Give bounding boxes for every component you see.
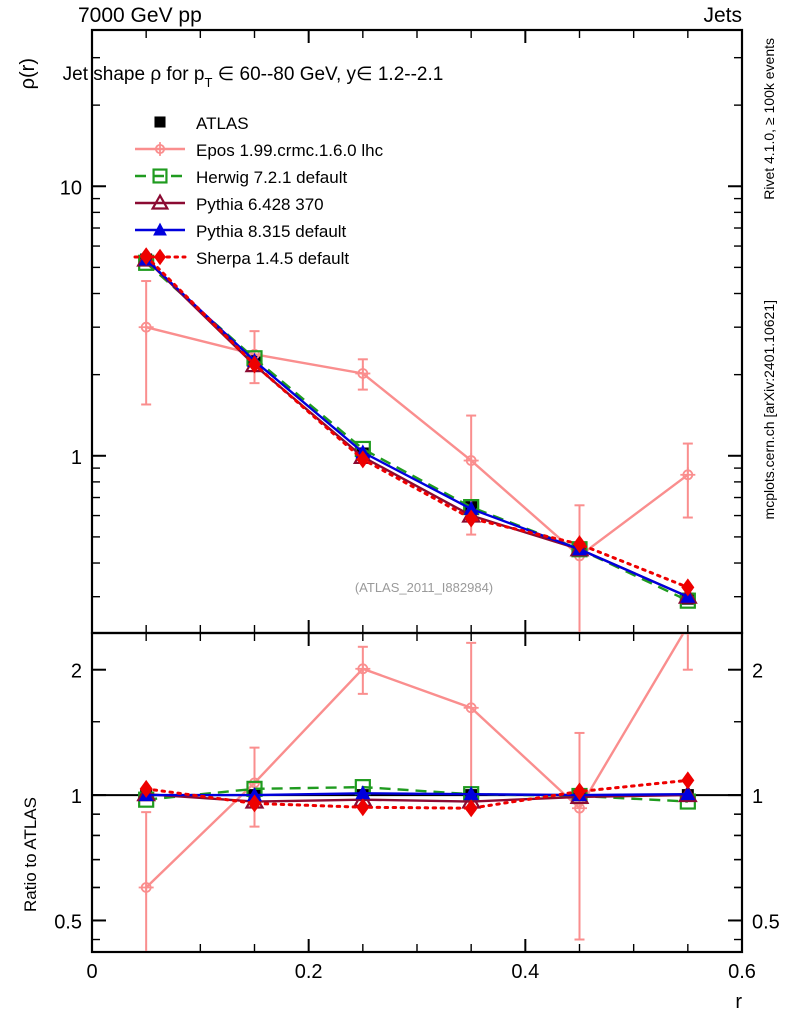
data-marker: [464, 799, 478, 818]
main-panel-data: [136, 247, 698, 632]
ratio-x-tick-label: 0.2: [295, 961, 323, 983]
plot-title-rest: ∈ 60--80 GeV, y∈ 1.2--2.1: [212, 64, 443, 85]
watermark-analysis-id: (ATLAS_2011_I882984): [355, 580, 493, 595]
ratio-y-tick-label: 1: [71, 786, 82, 808]
side-note-source: mcplots.cern.ch [arXiv:2401.10621]: [761, 300, 777, 519]
data-marker: [138, 879, 154, 895]
data-marker: [153, 142, 167, 156]
ratio-x-tick-label: 0: [86, 961, 97, 983]
ratio-x-tick-label: 0.4: [511, 961, 539, 983]
legend-label-5: Sherpa 1.4.5 default: [196, 249, 349, 268]
series-line: [146, 792, 688, 797]
legend-label-3: Pythia 6.428 370: [196, 195, 324, 214]
data-marker: [247, 787, 262, 802]
ratio-y-tick-label-right: 2: [752, 661, 763, 683]
legend-label-0: ATLAS: [196, 114, 249, 133]
data-marker: [680, 467, 696, 483]
ratio-panel-frame: [90, 631, 744, 954]
header-analysis-type: Jets: [703, 4, 742, 27]
legend-label-2: Herwig 7.2.1 default: [196, 168, 347, 187]
plot-title: Jet shape ρ for pT ∈ 60--80 GeV, y∈ 1.2-…: [63, 64, 444, 90]
series-line: [145, 326, 689, 558]
legend-label-1: Epos 1.99.crmc.1.6.0 lhc: [196, 141, 384, 160]
data-marker: [248, 794, 261, 813]
data-marker: [356, 798, 370, 817]
series-line: [144, 254, 690, 589]
main-panel-frame: [90, 28, 744, 635]
ratio-y-tick-label: 0.5: [54, 911, 82, 933]
data-marker: [138, 319, 154, 335]
data-marker: [464, 509, 478, 528]
data-marker: [355, 365, 371, 381]
ratio-y-tick-label-right: 0.5: [752, 911, 780, 933]
series-line: [145, 634, 685, 889]
data-marker: [153, 222, 167, 236]
main-y-tick-label: 1: [71, 447, 82, 469]
series-line: [145, 258, 689, 598]
series-line: [144, 778, 690, 810]
data-marker: [154, 116, 166, 128]
data-marker: [573, 535, 586, 554]
data-marker: [150, 193, 170, 210]
plot-title-subscript: T: [204, 75, 212, 90]
data-marker: [154, 248, 166, 266]
ratio-panel-data: [93, 634, 741, 951]
ratio-x-tick-label: 0.6: [728, 961, 756, 983]
data-marker: [463, 453, 479, 469]
data-marker: [680, 786, 696, 801]
side-note-rivet: Rivet 4.1.0, ≥ 100k events: [761, 38, 777, 200]
data-marker: [152, 168, 168, 184]
ratio-y-axis-label: Ratio to ATLAS: [21, 797, 40, 912]
data-marker: [681, 578, 695, 597]
series-line: [145, 261, 689, 602]
data-marker: [355, 661, 371, 677]
ratio-y-tick-label: 2: [71, 661, 82, 683]
legend-label-4: Pythia 8.315 default: [196, 222, 347, 241]
data-marker: [463, 700, 479, 716]
data-marker: [248, 355, 261, 374]
header-collision-energy: 7000 GeV pp: [78, 4, 202, 27]
data-marker: [681, 771, 695, 790]
data-marker: [356, 450, 370, 469]
data-marker: [573, 782, 586, 801]
data-marker: [463, 786, 479, 801]
series-line: [145, 258, 689, 598]
data-marker: [463, 500, 479, 515]
data-marker: [139, 779, 153, 798]
ratio-y-tick-label-right: 1: [752, 786, 763, 808]
x-axis-label: r: [735, 991, 742, 1013]
main-y-tick-label: 10: [60, 177, 82, 199]
data-marker: [355, 785, 371, 800]
main-y-axis-label: ρ(r): [17, 58, 39, 89]
